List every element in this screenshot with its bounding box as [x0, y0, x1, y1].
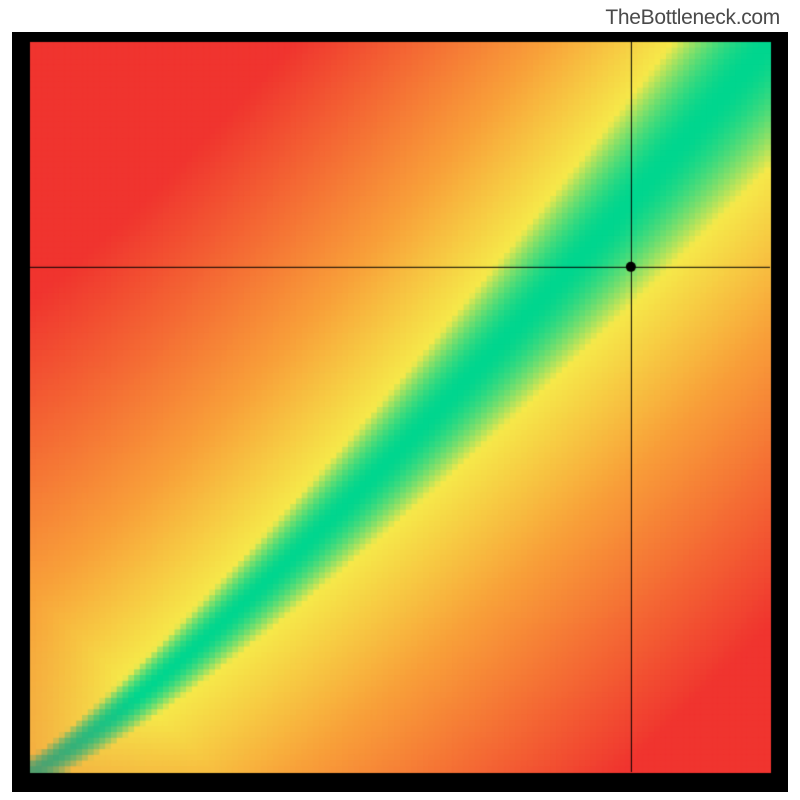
- watermark-text: TheBottleneck.com: [605, 6, 780, 30]
- bottleneck-heatmap: [12, 32, 788, 792]
- chart-frame: [12, 32, 788, 792]
